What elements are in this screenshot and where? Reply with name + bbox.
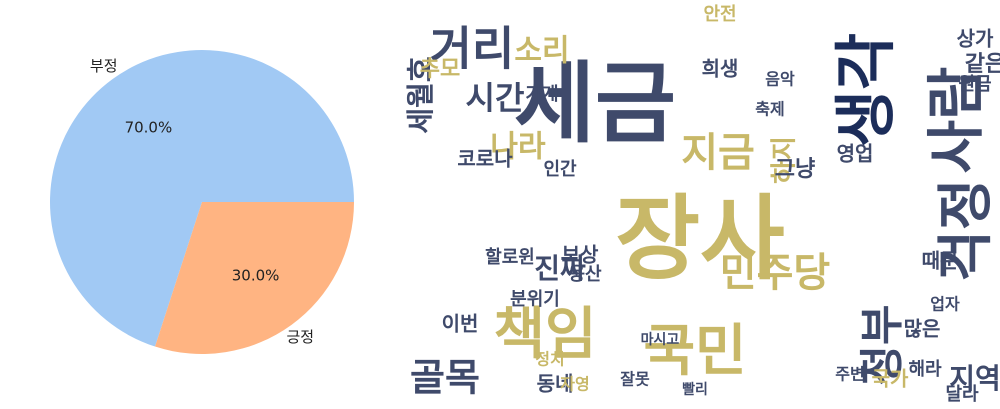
word-cloud-word: 이번 [442, 312, 479, 336]
word-cloud-word: 할로윈 [485, 246, 535, 268]
word-cloud-word: 세월호 [404, 56, 437, 133]
word-cloud-word: 마시고 [641, 332, 680, 348]
word-cloud-word: 정부 [857, 305, 908, 386]
word-cloud-word: 동네 [537, 372, 574, 396]
pie-slice [155, 202, 354, 354]
word-cloud-word: 시간 [466, 79, 525, 117]
word-cloud-word: 달라 [945, 384, 979, 405]
word-cloud-word: 같은 [965, 52, 1000, 77]
word-cloud-word: 빨리 [682, 381, 708, 398]
word-cloud-word: 코로나 [457, 147, 513, 171]
word-cloud-word: 추모 [420, 57, 460, 82]
pie-chart: 70.0% 부정 30.0% 긍정 [49, 49, 354, 354]
word-cloud-word: 주변 [835, 365, 864, 384]
word-cloud-word: 보상 [562, 243, 599, 267]
word-cloud-word: 원금 [958, 74, 991, 95]
word-cloud-word: 가게 [525, 84, 558, 105]
word-cloud-word: 걱정 [934, 178, 999, 281]
word-cloud-word: 민주당 [720, 250, 831, 296]
word-cloud-word: 지역 [949, 362, 1000, 395]
pie-percent-label: 70.0% [125, 119, 173, 137]
word-cloud-word: 인간 [543, 159, 577, 180]
word-cloud-word: 많은 [904, 317, 941, 341]
pie-category-label: 긍정 [286, 328, 314, 346]
word-cloud-word: 축제 [755, 100, 784, 119]
word-cloud-word: 하지 [770, 136, 800, 184]
word-cloud-word: 진짜 [534, 252, 586, 285]
word-cloud-word: 나라 [490, 130, 546, 165]
word-cloud-word: 사람 [922, 67, 990, 174]
word-cloud-word: 자영 [560, 375, 589, 394]
pie-category-label: 부정 [90, 57, 118, 75]
word-cloud-word: 소리 [514, 34, 569, 69]
word-cloud-word: 국민 [643, 319, 746, 384]
word-cloud-word: 희생 [702, 57, 739, 81]
word-cloud-word: 음악 [765, 70, 795, 89]
word-cloud-word: 세금 [514, 52, 676, 155]
word-cloud-word: 정치 [535, 350, 564, 369]
word-cloud-word: 잘못 [620, 370, 650, 389]
word-cloud-word: 지금 [681, 130, 755, 176]
word-cloud-word: 업자 [930, 295, 960, 314]
word-cloud-word: 국가 [872, 367, 909, 391]
word-cloud-word: 거리 [430, 22, 515, 76]
pie-percent-label: 30.0% [232, 266, 280, 284]
word-cloud-word: 영업 [837, 142, 874, 166]
word-cloud-word: 장사 [615, 185, 784, 292]
word-cloud-word: 용산 [568, 264, 602, 285]
word-cloud-word: 책임 [493, 302, 596, 367]
word-cloud-word: 골목 [410, 356, 480, 400]
pie-chart-panel: 70.0% 부정 30.0% 긍정 [0, 0, 395, 405]
word-cloud-word: 해라 [908, 359, 942, 380]
word-cloud-word: 생각 [829, 33, 902, 147]
word-cloud-word: 안전 [703, 4, 736, 25]
word-cloud-word: 상가 [957, 27, 994, 51]
word-cloud-word: 때문 [922, 249, 959, 273]
word-cloud-word: 그냥 [775, 157, 815, 182]
pie-slice [49, 49, 354, 347]
word-cloud-word: 분위기 [510, 289, 560, 310]
